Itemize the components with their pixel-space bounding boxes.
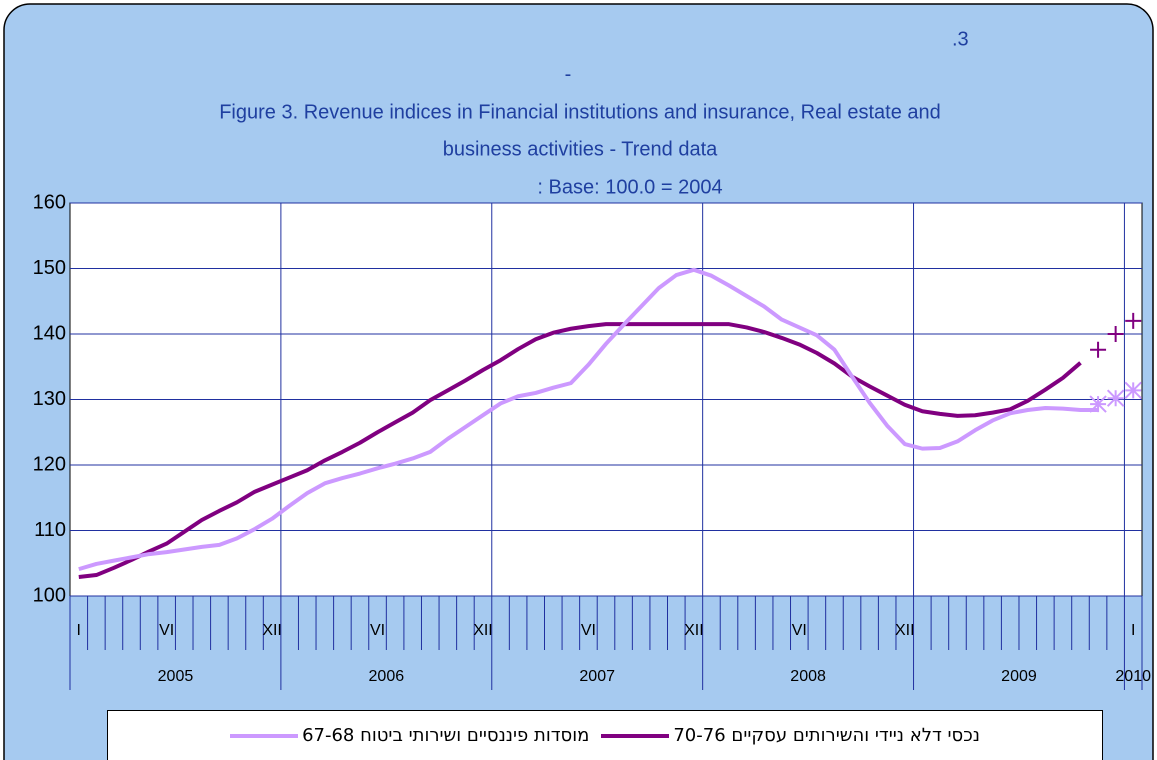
year-label: 2009 xyxy=(1001,668,1037,685)
x-tick-label: I xyxy=(1131,622,1135,639)
y-tick-label: 150 xyxy=(33,257,66,279)
y-tick-label: 160 xyxy=(33,191,66,213)
chart-title: - xyxy=(565,63,572,85)
data-marker xyxy=(1124,381,1142,400)
x-tick-label: XII xyxy=(473,622,493,639)
year-label: 2006 xyxy=(369,668,405,685)
legend-label: נכסי דלא ניידי והשירותים עסקיים 70-76 xyxy=(673,725,980,746)
x-tick-label: XII xyxy=(895,622,915,639)
year-label: 2005 xyxy=(158,668,194,685)
x-tick-label: XII xyxy=(684,622,704,639)
legend: נכסי דלא ניידי והשירותים עסקיים 70-76 מוס… xyxy=(107,710,1103,760)
data-marker xyxy=(1125,312,1142,329)
data-marker xyxy=(1089,395,1107,413)
series-line xyxy=(78,322,1082,579)
x-tick-label: VI xyxy=(370,622,385,639)
y-tick-label: 100 xyxy=(33,584,66,606)
legend-entry: נכסי דלא ניידי והשירותים עסקיים 70-76 xyxy=(601,725,980,746)
chart-title: .3 xyxy=(952,28,969,50)
y-tick-label: 140 xyxy=(33,322,66,344)
y-tick-label: 130 xyxy=(33,388,66,410)
chart-content: .3 - Figure 3. Revenue indices in Financia… xyxy=(33,28,1151,690)
series-line xyxy=(78,267,1099,572)
chart-title: : Base: 100.0 = 2004 xyxy=(537,176,722,198)
legend-swatch xyxy=(230,733,299,738)
x-tick-label: VI xyxy=(581,622,596,639)
data-marker xyxy=(1106,389,1125,407)
x-tick-label: I xyxy=(77,622,81,639)
chart-title: business activities - Trend data xyxy=(443,138,718,160)
year-label: 2008 xyxy=(790,668,826,685)
legend-label: מוסדות פיננסיים ושירותי ביטוח 67-68 xyxy=(302,725,590,746)
legend-entry: מוסדות פיננסיים ושירותי ביטוח 67-68 xyxy=(230,725,589,746)
data-marker xyxy=(1090,341,1107,358)
legend-swatch xyxy=(601,733,670,738)
data-marker xyxy=(1107,326,1124,342)
x-tick-label: VI xyxy=(159,622,174,639)
y-tick-label: 110 xyxy=(34,519,66,541)
x-tick-label: XII xyxy=(262,622,282,639)
chart-title: Figure 3. Revenue indices in Financial i… xyxy=(219,101,941,123)
year-label: 2010 xyxy=(1115,668,1151,685)
y-tick-label: 120 xyxy=(33,453,66,475)
x-tick-label: VI xyxy=(792,622,807,639)
year-label: 2007 xyxy=(579,668,615,685)
